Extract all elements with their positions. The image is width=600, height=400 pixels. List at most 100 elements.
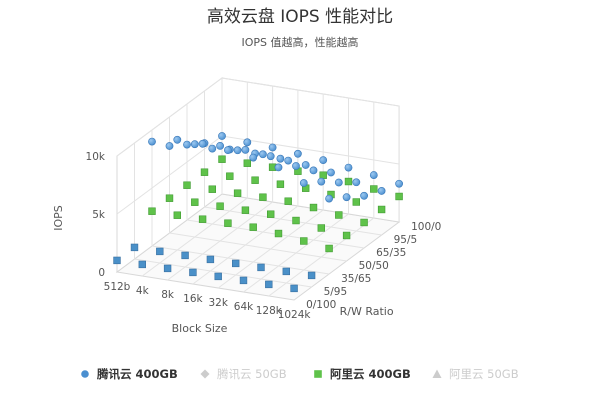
ali-400gb-point[interactable] — [191, 198, 199, 206]
x-tick-label: 64k — [234, 301, 254, 313]
tencent-400gb-point[interactable] — [173, 135, 182, 144]
z-axis-title: R/W Ratio — [340, 305, 394, 318]
ali-400gb-point[interactable] — [249, 223, 257, 231]
ali-400gb-point[interactable] — [290, 284, 298, 293]
tencent-400gb-point[interactable] — [258, 150, 267, 159]
ali-400gb-point[interactable] — [274, 229, 283, 238]
tencent-400gb-point[interactable] — [344, 163, 353, 172]
legend-item[interactable]: 阿里云 50GB — [432, 367, 519, 381]
ali-400gb-point[interactable] — [156, 247, 164, 256]
tencent-400gb-point[interactable] — [352, 178, 361, 187]
ali-400gb-point[interactable] — [344, 177, 353, 186]
ali-400gb-point[interactable] — [292, 216, 300, 225]
ali-400gb-point[interactable] — [241, 206, 250, 214]
ali-400gb-point[interactable] — [216, 202, 224, 210]
ali-400gb-point[interactable] — [130, 243, 139, 252]
tencent-400gb-point[interactable] — [266, 152, 275, 161]
tencent-400gb-point[interactable] — [319, 156, 328, 165]
ali-400gb-point[interactable] — [266, 210, 275, 218]
tencent-400gb-point[interactable] — [299, 179, 308, 187]
z-gridline-floor — [151, 245, 330, 275]
legend-item[interactable]: 腾讯云 50GB — [200, 367, 287, 381]
tencent-400gb-point[interactable] — [342, 193, 351, 202]
ali-400gb-point[interactable] — [395, 192, 403, 201]
ali-400gb-point[interactable] — [208, 185, 216, 193]
ali-400gb-point[interactable] — [163, 264, 172, 273]
tencent-400gb-point[interactable] — [325, 194, 333, 203]
ali-400gb-point[interactable] — [360, 218, 368, 227]
tencent-400gb-point[interactable] — [249, 153, 258, 162]
ali-400gb-point[interactable] — [300, 237, 308, 245]
tencent-400gb-point[interactable] — [377, 187, 386, 195]
ali-400gb-point[interactable] — [352, 198, 360, 206]
tencent-400gb-point[interactable] — [274, 163, 283, 172]
tencent-400gb-point[interactable] — [309, 166, 318, 175]
tencent-400gb-point[interactable] — [243, 138, 252, 147]
ali-400gb-point[interactable] — [226, 172, 234, 180]
ali-400gb-point[interactable] — [224, 219, 232, 227]
tencent-400gb-point[interactable] — [334, 178, 343, 187]
tencent-400gb-point[interactable] — [183, 140, 191, 149]
tencent-400gb-point[interactable] — [198, 139, 207, 148]
ali-400gb-point[interactable] — [181, 251, 189, 260]
ali-400gb-point[interactable] — [239, 276, 248, 285]
ali-400gb-point[interactable] — [370, 185, 378, 193]
tencent-400gb-point[interactable] — [165, 142, 174, 150]
tencent-400gb-point[interactable] — [292, 162, 300, 170]
tencent-400gb-point[interactable] — [276, 154, 285, 163]
ali-400gb-point[interactable] — [342, 231, 351, 240]
ali-400gb-point[interactable] — [265, 280, 273, 289]
ali-400gb-point[interactable] — [325, 244, 333, 253]
ali-400gb-point[interactable] — [206, 255, 215, 264]
ali-400gb-point[interactable] — [284, 197, 292, 205]
ali-400gb-point[interactable] — [183, 181, 191, 189]
tencent-400gb-point[interactable] — [216, 141, 224, 150]
legend-item[interactable]: 腾讯云 400GB — [81, 367, 178, 381]
tencent-400gb-point[interactable] — [148, 137, 156, 146]
ali-400gb-point[interactable] — [259, 193, 267, 201]
ali-400gb-point[interactable] — [377, 205, 386, 214]
tencent-400gb-point[interactable] — [208, 144, 217, 153]
tencent-400gb-point[interactable] — [360, 191, 368, 200]
ali-400gb-point[interactable] — [307, 271, 316, 280]
ali-400gb-point[interactable] — [232, 259, 240, 268]
tencent-400gb-point[interactable] — [233, 146, 242, 155]
ali-400gb-point[interactable] — [113, 256, 121, 265]
ali-400gb-point[interactable] — [233, 189, 242, 197]
ali-400gb-point[interactable] — [138, 260, 146, 269]
ali-400gb-point[interactable] — [214, 272, 222, 281]
ali-400gb-point[interactable] — [189, 268, 197, 277]
ali-400gb-point[interactable] — [309, 203, 318, 212]
ali-400gb-point[interactable] — [165, 194, 174, 202]
tencent-400gb-point[interactable] — [301, 161, 310, 169]
tencent-400gb-point[interactable] — [284, 156, 293, 165]
legend-item[interactable]: 阿里云 400GB — [314, 367, 411, 381]
tencent-400gb-point[interactable] — [241, 145, 250, 154]
tencent-400gb-point[interactable] — [327, 168, 335, 177]
tencent-400gb-point[interactable] — [223, 146, 232, 155]
x-tick-label: 8k — [161, 289, 175, 301]
ali-400gb-point[interactable] — [243, 159, 251, 167]
tencent-400gb-point[interactable] — [293, 149, 302, 158]
tencent-400gb-point[interactable] — [268, 143, 277, 152]
ali-400gb-point[interactable] — [173, 211, 181, 219]
tencent-400gb-point[interactable] — [190, 140, 199, 149]
ali-400gb-point[interactable] — [257, 263, 265, 272]
ali-400gb-point[interactable] — [276, 180, 285, 188]
ali-400gb-point[interactable] — [218, 155, 226, 163]
ali-400gb-point[interactable] — [200, 168, 209, 176]
tencent-400gb-point[interactable] — [369, 171, 378, 179]
tencent-400gb-point[interactable] — [317, 177, 326, 186]
ali-400gb-point[interactable] — [335, 211, 343, 219]
ali-400gb-point[interactable] — [198, 215, 207, 223]
ali-400gb-point[interactable] — [148, 207, 156, 215]
ali-400gb-point[interactable] — [282, 267, 290, 276]
tencent-400gb-point[interactable] — [218, 132, 226, 140]
ali-400gb-point[interactable] — [317, 224, 325, 232]
tencent-400gb-point[interactable] — [395, 179, 403, 188]
y-tick-label: 5k — [92, 209, 106, 221]
ali-400gb-point[interactable] — [319, 171, 327, 179]
ali-400gb-point[interactable] — [251, 176, 259, 184]
